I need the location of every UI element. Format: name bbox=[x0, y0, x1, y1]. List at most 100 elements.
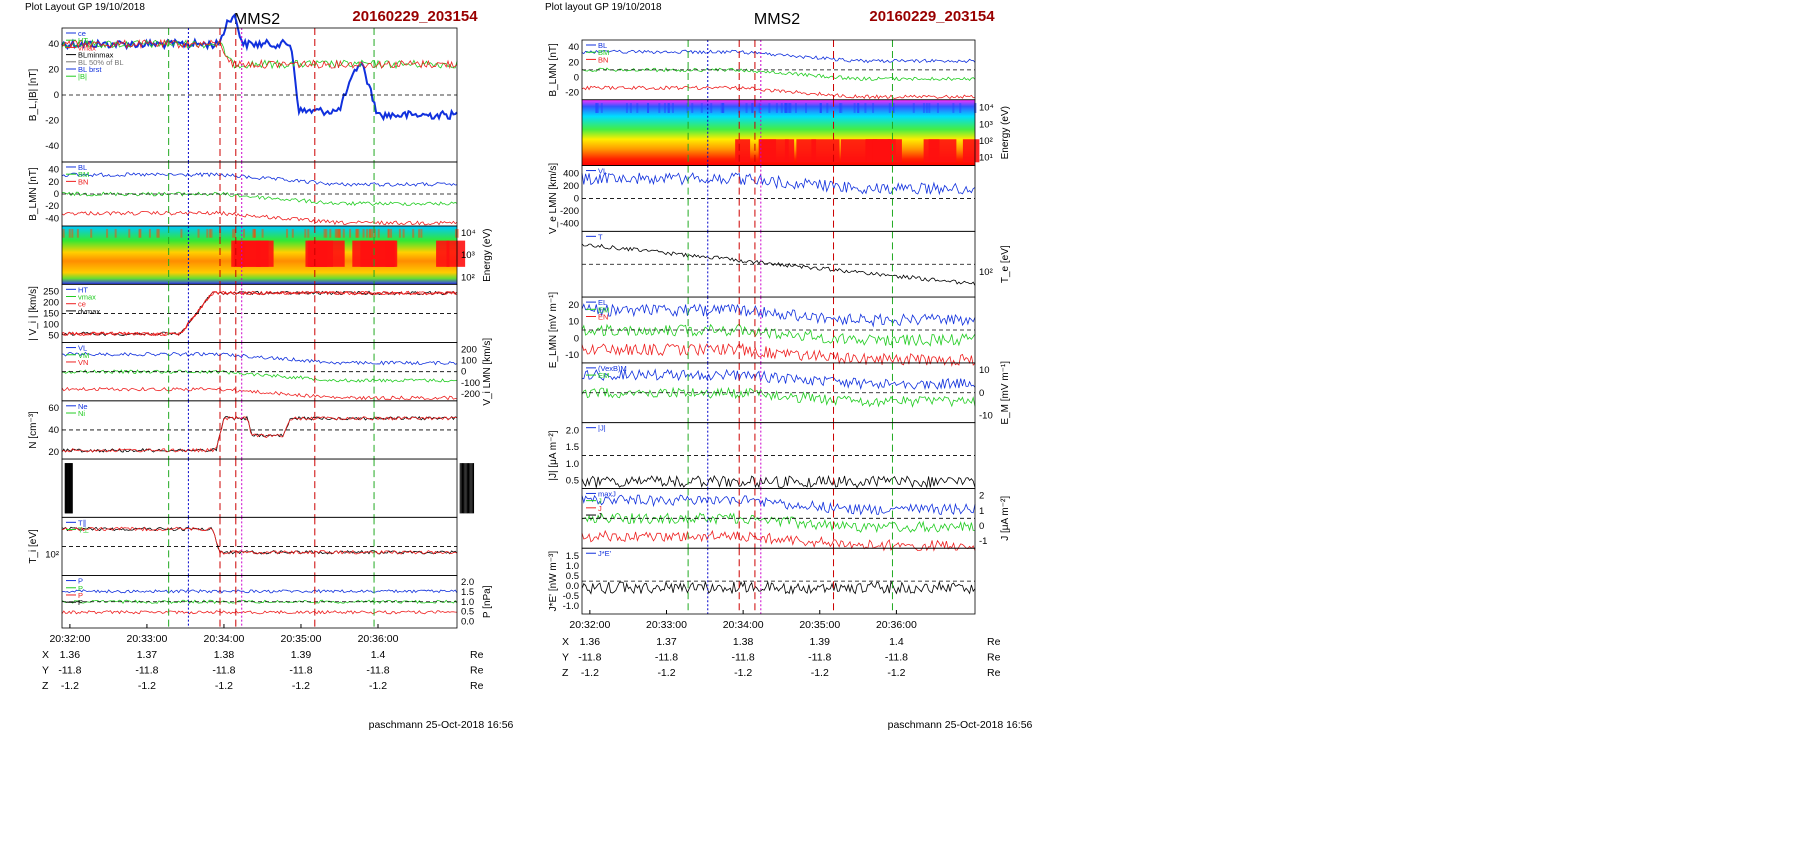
orbit-axis-label: Y bbox=[42, 665, 49, 677]
spectrogram-streak bbox=[454, 228, 457, 238]
axis-label: Energy (eV) bbox=[482, 229, 493, 282]
spacecraft-title: MMS2 bbox=[234, 11, 280, 28]
tick-label: 40 bbox=[48, 165, 59, 176]
spectrogram-streak bbox=[420, 228, 423, 238]
plot-layout-header: Plot layout GP 19/10/2018 bbox=[545, 2, 662, 13]
tick-label: 200 bbox=[461, 345, 477, 356]
orbit-axis-label: X bbox=[562, 636, 569, 648]
orbit-axis-label: X bbox=[42, 649, 49, 661]
spectrogram-streak bbox=[402, 228, 405, 238]
orbit-unit: Re bbox=[470, 665, 484, 677]
legend-entry: T⊥ bbox=[78, 526, 90, 535]
tick-label: -1.0 bbox=[563, 601, 579, 612]
tick-label: 0 bbox=[54, 90, 59, 101]
time-tick-label: 20:36:00 bbox=[358, 633, 399, 645]
spectrogram-streak bbox=[210, 228, 213, 238]
panel-frame bbox=[581, 547, 976, 615]
tick-label: 400 bbox=[563, 168, 579, 179]
spectrogram-streak bbox=[219, 228, 222, 238]
trace--vexb-m bbox=[581, 368, 976, 391]
spectrogram-streak bbox=[412, 228, 415, 238]
spectrogram-streak bbox=[864, 103, 867, 113]
legend-entry: BLminmax bbox=[78, 51, 114, 60]
trace--j- bbox=[581, 474, 976, 489]
spectrogram-streak bbox=[853, 103, 856, 113]
spectrogram-streak bbox=[838, 103, 841, 113]
spectrogram-streak bbox=[139, 228, 142, 238]
spectrogram-streak bbox=[156, 228, 159, 238]
tick-label: 1.0 bbox=[461, 597, 474, 608]
spectrogram-streak bbox=[596, 103, 599, 113]
spectrogram-streak bbox=[253, 228, 256, 238]
tick-label: 0.5 bbox=[461, 607, 474, 618]
plot-layout-header: Plot Layout GP 19/10/2018 bbox=[25, 2, 145, 13]
orbit-value: 1.38 bbox=[214, 649, 235, 661]
tick-label: 0.0 bbox=[461, 617, 474, 628]
trace-em bbox=[581, 386, 976, 408]
orbit-value: -11.8 bbox=[655, 652, 678, 664]
axis-label: J [μA m⁻²] bbox=[1000, 496, 1011, 541]
trace-bn bbox=[581, 85, 976, 100]
orbit-axis-label: Z bbox=[42, 680, 49, 692]
trace-p bbox=[61, 610, 458, 615]
spectrogram-streak bbox=[304, 228, 307, 238]
orbit-value: -1.2 bbox=[215, 680, 233, 692]
axis-label: P [nPa] bbox=[482, 585, 493, 618]
spectrogram-streak bbox=[232, 228, 235, 238]
spectrogram-streak bbox=[700, 103, 703, 113]
legend-entry: P bbox=[78, 577, 83, 586]
spectrogram-streak bbox=[76, 228, 79, 238]
orbit-value: -11.8 bbox=[58, 665, 81, 677]
orbit-value: -1.2 bbox=[581, 667, 599, 679]
legend-entry: T∥ bbox=[78, 518, 86, 527]
trace-j-e- bbox=[581, 580, 976, 595]
axis-label: Energy (eV) bbox=[1000, 106, 1011, 159]
panel-frame bbox=[61, 458, 458, 518]
spectrogram-streak bbox=[243, 228, 246, 238]
tick-label: 0.5 bbox=[566, 476, 579, 487]
tick-label: 20 bbox=[568, 300, 579, 311]
footer-stamp: paschmann 25-Oct-2018 16:56 bbox=[369, 719, 514, 731]
legend-entry: BM bbox=[78, 170, 89, 179]
spectrogram-streak bbox=[366, 228, 369, 238]
tick-label: 0 bbox=[574, 333, 579, 344]
tick-label: 10² bbox=[979, 136, 993, 147]
orbit-value: -11.8 bbox=[212, 665, 235, 677]
tick-label: -200 bbox=[461, 389, 480, 400]
legend-entry: P bbox=[78, 584, 83, 593]
time-tick-label: 20:36:00 bbox=[876, 619, 917, 631]
tick-label: -100 bbox=[461, 378, 480, 389]
legend-entry: vmax bbox=[78, 43, 96, 52]
trace-em bbox=[581, 323, 976, 347]
trace-t- bbox=[61, 526, 458, 555]
trace-t- bbox=[61, 526, 458, 555]
spectrogram-streak bbox=[62, 228, 65, 238]
spectrogram-streak bbox=[658, 103, 661, 113]
legend-entry: VM bbox=[78, 351, 89, 360]
trace-vm bbox=[61, 369, 458, 383]
spectrogram-streak bbox=[106, 228, 109, 238]
tick-label: 20 bbox=[48, 447, 59, 458]
spectrogram-blob bbox=[923, 139, 940, 163]
orbit-value: -11.8 bbox=[135, 665, 158, 677]
tick-label: 200 bbox=[563, 181, 579, 192]
legend-entry: (VexB)M bbox=[598, 364, 627, 373]
tick-label: 0 bbox=[574, 193, 579, 204]
legend-entry: ce bbox=[78, 29, 86, 38]
spectrogram-blob bbox=[446, 240, 466, 267]
spectrogram-streak bbox=[233, 228, 236, 238]
legend-entry: P bbox=[78, 598, 83, 607]
orbit-value: 1.4 bbox=[889, 636, 904, 648]
tick-label: 0.0 bbox=[566, 581, 579, 592]
spectrogram-streak bbox=[784, 103, 787, 113]
footer-stamp: paschmann 25-Oct-2018 16:56 bbox=[888, 719, 1033, 731]
axis-label: J*E' [nW m⁻³] bbox=[548, 551, 559, 612]
tick-label: -40 bbox=[45, 141, 59, 152]
orbit-value: -11.8 bbox=[578, 652, 601, 664]
panel-te: T 10² T_e [eV] bbox=[581, 230, 1011, 298]
tick-label: 20 bbox=[568, 57, 579, 68]
orbit-value: 1.37 bbox=[137, 649, 158, 661]
legend-entry: maxJ bbox=[598, 489, 616, 498]
spectrogram-streak bbox=[720, 103, 723, 113]
